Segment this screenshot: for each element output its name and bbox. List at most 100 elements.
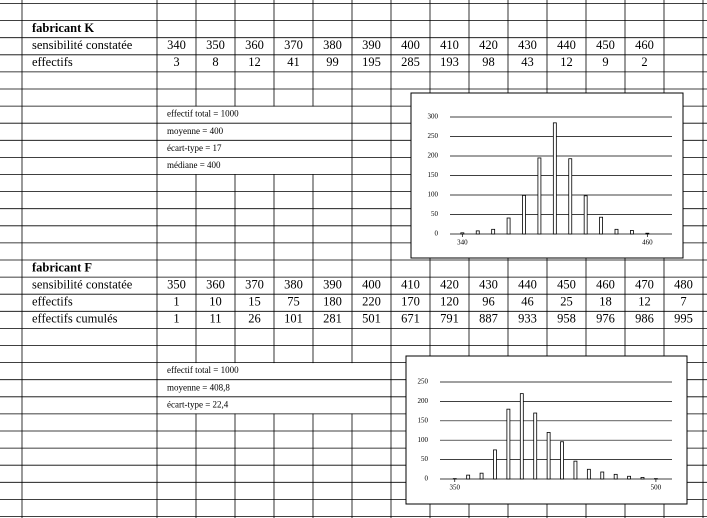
cell-value: 25 [560, 295, 573, 309]
cell-value: 350 [206, 38, 225, 52]
cell-value: 350 [167, 278, 186, 292]
cell-value: 101 [284, 312, 303, 326]
y-tick-label: 200 [428, 152, 439, 160]
cell-value: 460 [635, 38, 654, 52]
chart-frame [405, 355, 688, 505]
bar [599, 216, 603, 235]
cell-value: 96 [482, 295, 495, 309]
y-tick-label: 250 [428, 132, 439, 140]
cell-value: 11 [209, 312, 221, 326]
cell-value: 380 [323, 38, 342, 52]
y-tick-label: 300 [428, 113, 439, 121]
row-label: effectifs cumulés [32, 312, 118, 326]
cell-value: 10 [209, 295, 222, 309]
cell-value: 430 [479, 278, 498, 292]
x-tick-label: 340 [457, 239, 468, 247]
bar [640, 477, 645, 480]
cell-value: 460 [596, 278, 615, 292]
cell-value: 400 [362, 278, 381, 292]
bar [475, 230, 480, 235]
cell-value: 2 [641, 55, 647, 69]
cell-value: 180 [323, 295, 342, 309]
cell-value: 360 [245, 38, 264, 52]
cell-value: 440 [557, 38, 576, 52]
cell-value: 450 [557, 278, 576, 292]
bar [613, 473, 618, 480]
cell-value: 420 [440, 278, 459, 292]
stat-text: écart-type = 22,4 [167, 399, 229, 409]
cell-value: 99 [326, 55, 339, 69]
cell-value: 340 [167, 38, 186, 52]
cell-value: 12 [638, 295, 651, 309]
cell-value: 98 [482, 55, 495, 69]
cell-value: 220 [362, 295, 381, 309]
cell-value: 933 [518, 312, 537, 326]
cell-value: 986 [635, 312, 654, 326]
section-title: fabricant K [32, 21, 94, 35]
bar [546, 432, 551, 480]
bar [645, 232, 650, 235]
stat-text: effectif total = 1000 [167, 109, 239, 119]
cell-value: 440 [518, 278, 537, 292]
cell-value: 995 [674, 312, 693, 326]
cell-value: 430 [518, 38, 537, 52]
cell-value: 43 [521, 55, 534, 69]
cell-value: 958 [557, 312, 576, 326]
cell-value: 410 [401, 278, 420, 292]
cell-value: 976 [596, 312, 615, 326]
cell-value: 41 [287, 55, 300, 69]
cell-value: 193 [440, 55, 459, 69]
cell-value: 390 [323, 278, 342, 292]
cell-value: 470 [635, 278, 654, 292]
y-tick-label: 0 [425, 475, 429, 483]
bar [630, 230, 634, 235]
row-label: sensibilité constatée [32, 38, 133, 52]
stat-text: médiane = 400 [167, 160, 221, 170]
cell-value: 12 [560, 55, 573, 69]
x-tick-label: 460 [642, 239, 653, 247]
stat-text: écart-type = 17 [167, 143, 222, 153]
bar [600, 471, 605, 480]
x-tick-label: 500 [651, 484, 662, 492]
row-label: sensibilité constatée [32, 278, 133, 292]
bar [552, 122, 557, 235]
merged-cell [157, 363, 391, 414]
cell-value: 285 [401, 55, 420, 69]
cell-value: 46 [521, 295, 534, 309]
bar [491, 228, 496, 235]
y-tick-label: 150 [418, 416, 429, 424]
row-label: effectifs [32, 295, 73, 309]
cell-value: 400 [401, 38, 420, 52]
cell-value: 75 [287, 295, 300, 309]
stat-text: effectif total = 1000 [167, 365, 239, 375]
bar [627, 475, 631, 480]
bar [583, 195, 588, 235]
bar [460, 232, 465, 235]
cell-value: 380 [284, 278, 303, 292]
cell-value: 281 [323, 312, 342, 326]
cell-value: 1 [173, 295, 179, 309]
cell-value: 170 [401, 295, 420, 309]
cell-value: 370 [245, 278, 264, 292]
bar [537, 157, 542, 235]
cell-value: 501 [362, 312, 381, 326]
y-tick-label: 200 [418, 397, 429, 405]
y-tick-label: 50 [421, 455, 429, 463]
bar [466, 474, 471, 480]
bar [506, 408, 511, 480]
cell-value: 791 [440, 312, 459, 326]
bar [614, 228, 619, 235]
cell-value: 410 [440, 38, 459, 52]
cell-value: 3 [173, 55, 179, 69]
y-tick-label: 100 [418, 436, 429, 444]
cell-value: 360 [206, 278, 225, 292]
section-title: fabricant F [32, 260, 92, 274]
y-tick-label: 250 [418, 378, 429, 386]
cell-value: 8 [212, 55, 218, 69]
stat-text: moyenne = 408,8 [167, 382, 230, 392]
cell-value: 450 [596, 38, 615, 52]
cell-value: 15 [248, 295, 261, 309]
cell-value: 7 [680, 295, 686, 309]
cell-value: 420 [479, 38, 498, 52]
